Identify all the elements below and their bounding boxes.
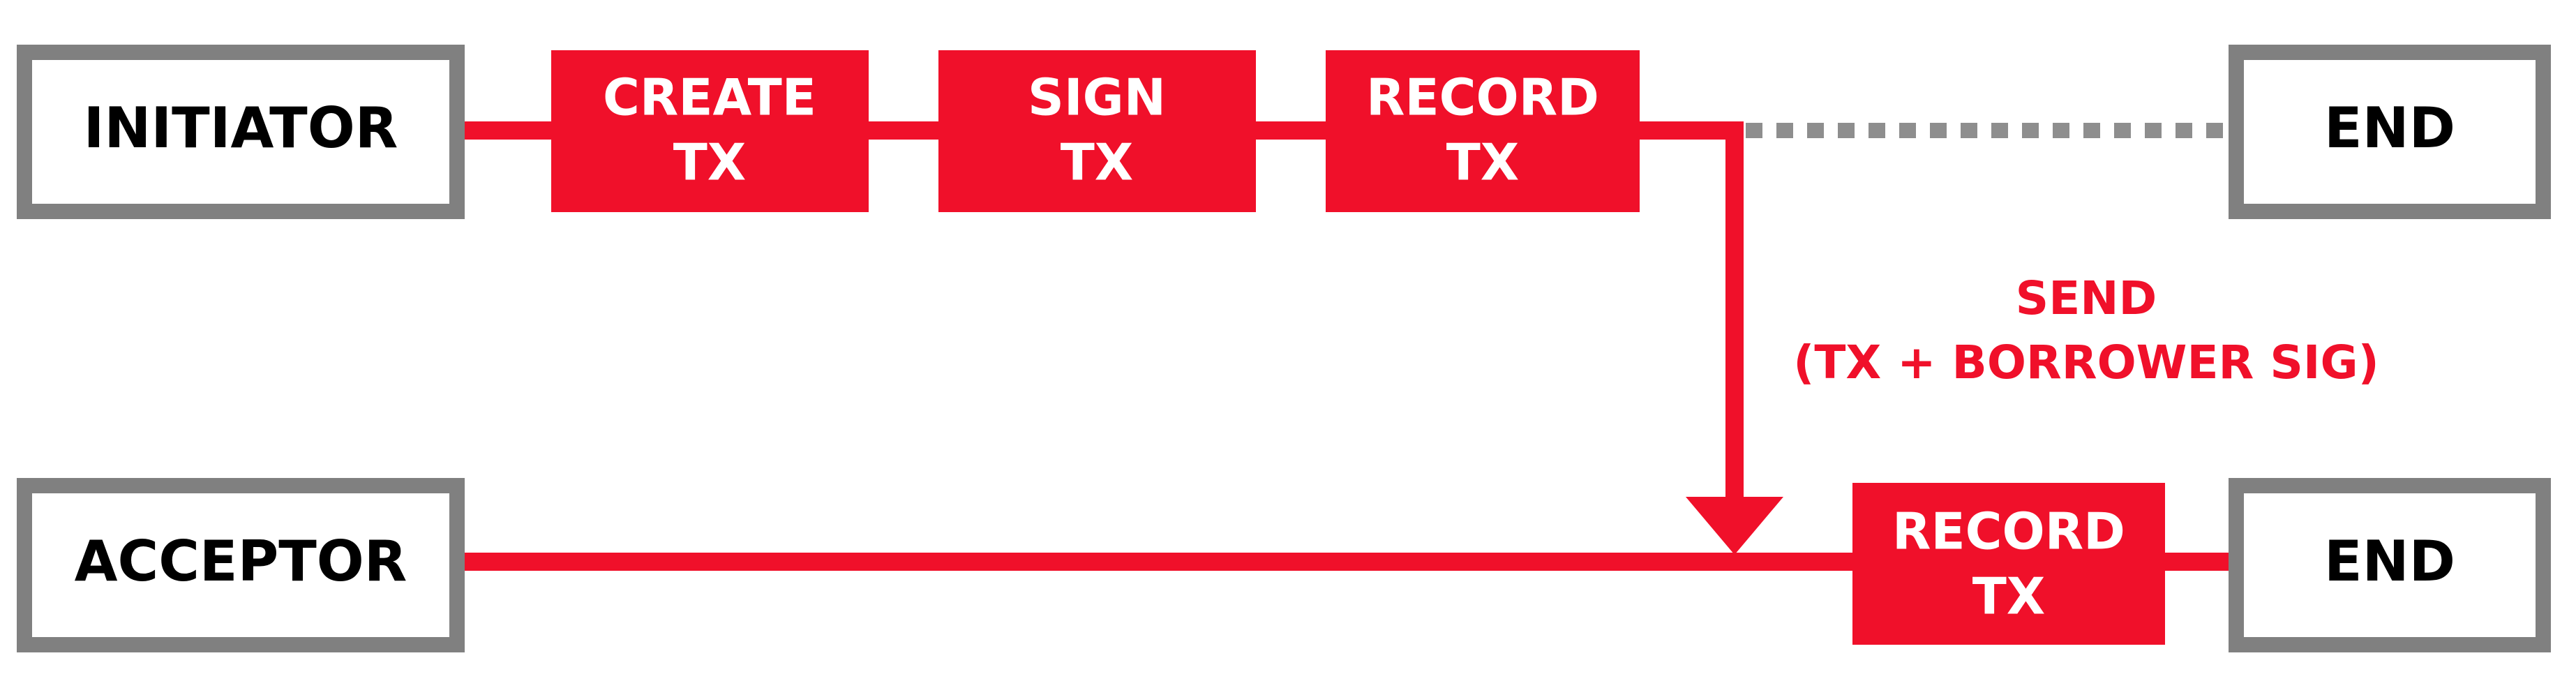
record-tx-initiator-label-line1: RECORD (1366, 68, 1599, 127)
create-tx-label-line2: TX (673, 133, 747, 192)
record-tx-acceptor-step: RECORD TX (1852, 483, 2165, 645)
end-box-acceptor: END (2229, 478, 2551, 652)
initiator-label: INITIATOR (84, 96, 398, 160)
create-tx-step: CREATE TX (551, 50, 869, 212)
record-tx-acceptor-label-line1: RECORD (1892, 502, 2125, 561)
initiator-box: INITIATOR (17, 45, 465, 219)
record-tx-acceptor-label-line2: TX (1972, 567, 2046, 626)
sign-tx-label-line2: TX (1061, 133, 1134, 192)
end-label-initiator: END (2324, 96, 2455, 160)
sign-tx-label-line1: SIGN (1028, 68, 1166, 127)
sign-tx-step: SIGN TX (938, 50, 1256, 212)
end-label-acceptor: END (2324, 529, 2455, 594)
create-tx-label-line1: CREATE (603, 68, 816, 127)
send-arrowhead (1686, 497, 1783, 555)
end-box-initiator: END (2229, 45, 2551, 219)
acceptor-label: ACCEPTOR (75, 529, 407, 594)
send-message-label-line1: SEND (2016, 271, 2157, 325)
record-tx-initiator-label-line2: TX (1446, 133, 1520, 192)
send-message-label-line2: (TX + BORROWER SIG) (1793, 336, 2379, 389)
acceptor-box: ACCEPTOR (17, 478, 465, 652)
record-tx-initiator-step: RECORD TX (1326, 50, 1640, 212)
